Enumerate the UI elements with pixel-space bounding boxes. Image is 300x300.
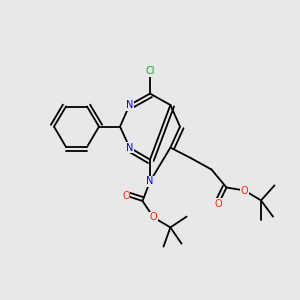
Text: O: O <box>122 190 130 201</box>
Text: O: O <box>150 212 158 223</box>
Text: O: O <box>214 199 222 209</box>
Text: O: O <box>241 185 248 196</box>
Text: N: N <box>126 100 133 110</box>
Text: Cl: Cl <box>145 66 155 76</box>
Text: N: N <box>146 176 154 187</box>
Text: N: N <box>126 142 133 153</box>
